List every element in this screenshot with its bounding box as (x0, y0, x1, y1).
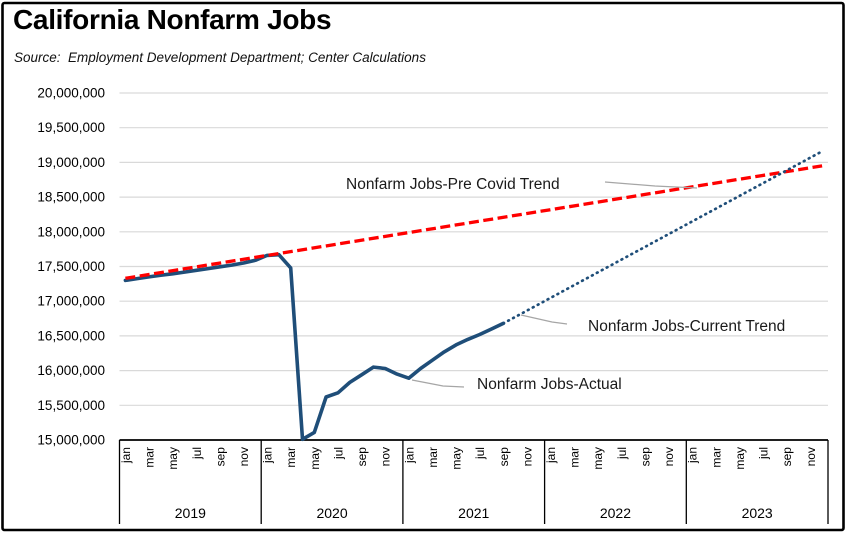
chart-title: California Nonfarm Jobs (13, 4, 332, 35)
month-tick-label: jan (686, 447, 700, 464)
annotation-label: Nonfarm Jobs-Pre Covid Trend (346, 176, 560, 193)
year-label: 2023 (742, 505, 773, 521)
month-tick-label: nov (662, 447, 676, 466)
month-tick-label: sep (497, 447, 511, 467)
month-tick-label: jul (190, 447, 204, 460)
month-tick-label: mar (568, 447, 582, 468)
month-tick-label: mar (143, 447, 157, 468)
month-tick-label: jul (615, 447, 629, 460)
month-tick-label: nov (379, 447, 393, 466)
year-label: 2019 (175, 505, 206, 521)
month-tick-label: jan (261, 447, 275, 464)
annotation-label: Nonfarm Jobs-Current Trend (588, 318, 785, 335)
month-tick-label: may (450, 447, 464, 470)
annotation-label: Nonfarm Jobs-Actual (477, 376, 622, 393)
month-tick-label: jan (544, 447, 558, 464)
annotation-leader-line (411, 379, 465, 388)
source-note: Source: Employment Development Departmen… (14, 50, 426, 65)
annotation-leader-line (520, 314, 568, 325)
month-tick-label: may (166, 447, 180, 470)
y-tick-label: 16,000,000 (37, 363, 105, 378)
y-tick-label: 18,500,000 (37, 190, 105, 205)
month-tick-label: sep (355, 447, 369, 467)
month-tick-label: jul (757, 447, 771, 460)
month-tick-label: sep (638, 447, 652, 467)
month-tick-label: may (591, 447, 605, 470)
year-label: 2021 (458, 505, 489, 521)
month-tick-label: mar (426, 447, 440, 468)
y-tick-label: 20,000,000 (37, 86, 105, 101)
month-tick-label: nov (237, 447, 251, 466)
month-tick-label: may (308, 447, 322, 470)
month-tick-label: sep (780, 447, 794, 467)
y-tick-label: 15,000,000 (37, 433, 105, 448)
month-tick-label: may (733, 447, 747, 470)
y-tick-label: 15,500,000 (37, 398, 105, 413)
pre-covid-trend-line (125, 164, 823, 280)
month-tick-label: nov (804, 447, 818, 466)
month-tick-label: mar (709, 447, 723, 468)
actual-series-line (123, 252, 506, 442)
current-trend-line (501, 149, 824, 325)
year-label: 2022 (600, 505, 631, 521)
y-tick-label: 19,000,000 (37, 155, 105, 170)
y-tick-label: 16,500,000 (37, 328, 105, 343)
y-tick-label: 18,000,000 (37, 224, 105, 239)
y-tick-label: 17,500,000 (37, 259, 105, 274)
month-tick-label: jan (402, 447, 416, 464)
month-tick-label: jul (331, 447, 345, 460)
annotation-leader-line (604, 181, 698, 189)
month-tick-label: jan (119, 447, 133, 464)
month-tick-label: nov (520, 447, 534, 466)
y-tick-label: 17,000,000 (37, 294, 105, 309)
y-tick-label: 19,500,000 (37, 120, 105, 135)
month-tick-label: sep (213, 447, 227, 467)
year-label: 2020 (316, 505, 347, 521)
month-tick-label: mar (284, 447, 298, 468)
month-tick-label: jul (473, 447, 487, 460)
